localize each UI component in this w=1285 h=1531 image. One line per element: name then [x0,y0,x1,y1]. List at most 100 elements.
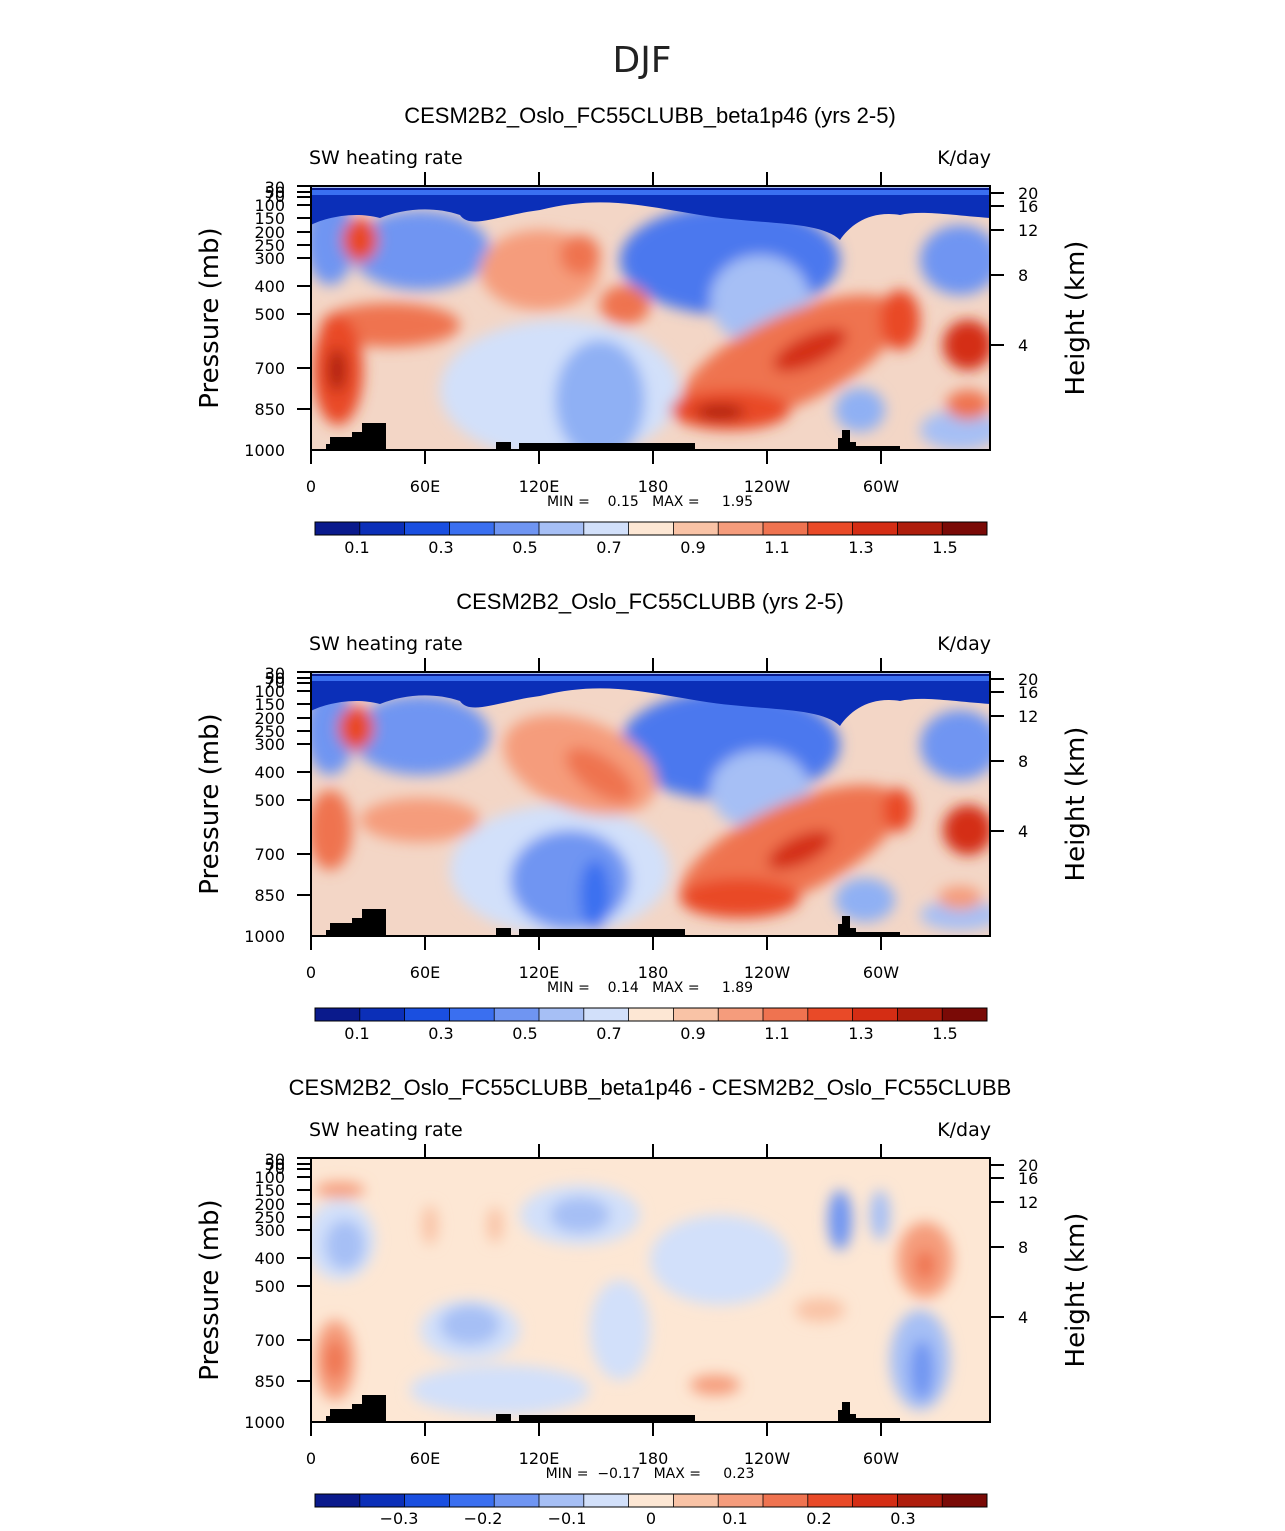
panel-3-frame [310,1157,991,1423]
panel-3-colorbar-swatch [852,1494,898,1507]
panel-2-colorbar-labels: 0.1 0.3 0.5 0.7 0.9 1.1 1.3 1.5 [344,1024,957,1043]
panel-3-colorbar-swatch [494,1494,540,1507]
panel-2-ytick-850: 850 [254,886,285,905]
panel-2-colorbar-swatch [449,1008,495,1021]
panel-3-xtick-marks [310,1144,882,1436]
panel-3-variable-label: SW heating rate [309,1119,463,1141]
panel-2: CESM2B2_Oslo_FC55CLUBB (yrs 2-5) SW heat… [195,589,1091,1043]
panel-1-ytick-850: 850 [254,400,285,419]
panel-2-title: CESM2B2_Oslo_FC55CLUBB (yrs 2-5) [456,589,844,614]
panel-1-ytick-marks [297,185,1004,410]
panel-2-cb-label-8: 1.5 [932,1024,957,1043]
panel-3-rtick-16: 16 [1018,1169,1038,1188]
panel-1-xtick-60w: 60W [863,477,899,496]
panel-3-yaxis-left: 30 50 70 100 150 200 250 300 400 500 700… [244,1150,285,1432]
panel-1: CESM2B2_Oslo_FC55CLUBB_beta1p46 (yrs 2-5… [195,103,1091,557]
panel-1-colorbar-swatch [449,522,495,535]
panel-1-colorbar-swatch [763,522,809,535]
panel-2-colorbar [314,1007,988,1022]
panel-1-ytick-400: 400 [254,277,285,296]
panel-1-ytick-500: 500 [254,305,285,324]
panel-1-colorbar-swatch [718,522,764,535]
panel-2-ytick-200: 200 [254,709,285,728]
panel-2-colorbar-swatch [763,1008,809,1021]
panel-2-frame [310,671,991,937]
panel-1-ytick-70: 70 [265,187,285,206]
panel-1-cb-label-3: 0.5 [512,538,537,557]
panel-3-colorbar-border [314,1493,988,1508]
panel-3-colorbar-swatch [539,1494,585,1507]
panel-3-xtick-180: 180 [638,1449,669,1468]
panel-3-colorbar-swatch [673,1494,719,1507]
panel-2-xtick-marks [310,658,882,950]
panel-3-cb-label-5: 0.1 [722,1509,747,1528]
panel-2-cb-label-4: 0.7 [596,1024,621,1043]
panel-1-ytick-50: 50 [265,183,285,202]
panel-1-colorbar-swatch [628,522,674,535]
panel-1-colorbar-swatch [404,522,450,535]
panel-1-colorbar-swatch [852,522,898,535]
panel-2-rtick-20: 20 [1018,670,1038,689]
panel-2-ytick-150: 150 [254,695,285,714]
panel-2-units-label: K/day [937,633,991,655]
panel-2-cb-label-7: 1.3 [848,1024,873,1043]
panel-1-ytick-300: 300 [254,249,285,268]
panel-1-colorbar-swatch [315,522,361,535]
panel-3-cb-label-7: 0.3 [890,1509,915,1528]
panel-2-colorbar-swatch [718,1008,764,1021]
panel-1-xaxis: 0 60E 120E 180 120W 60W [306,477,899,496]
panel-3-xtick-120e: 120E [519,1449,560,1468]
panel-3-colorbar-swatch [628,1494,674,1507]
panel-3-colorbar-labels: −0.3 −0.2 −0.1 0 0.1 0.2 0.3 [380,1509,916,1528]
panel-2-yaxis-right: 20 16 12 8 4 [1018,670,1038,841]
panel-1-variable-label: SW heating rate [309,147,463,169]
panel-1-ytick-250: 250 [254,236,285,255]
panel-1-xtick-60e: 60E [410,477,440,496]
panel-1-title: CESM2B2_Oslo_FC55CLUBB_beta1p46 (yrs 2-5… [404,103,896,128]
panel-3-topography [326,1395,900,1422]
panel-2-contour-field [311,672,990,936]
panel-1-ylabel-right: Height (km) [1061,241,1091,396]
panel-3-colorbar [314,1493,988,1508]
panel-3-colorbar-swatch [807,1494,853,1507]
panel-2-ylabel: Pressure (mb) [195,713,225,894]
panel-1-cb-label-1: 0.1 [344,538,369,557]
panel-1-xtick-0: 0 [306,477,316,496]
panel-1-xtick-120e: 120E [519,477,560,496]
panel-3-colorbar-swatch [315,1494,361,1507]
panel-2-xtick-120w: 120W [744,963,791,982]
panel-1-colorbar [314,521,988,536]
panel-1-cb-label-6: 1.1 [764,538,789,557]
panel-1-rtick-4: 4 [1018,336,1028,355]
panel-1-rtick-12: 12 [1018,221,1038,240]
panel-3-contour-field [311,1158,990,1422]
panel-1-colorbar-swatch [359,522,405,535]
panel-3-units-label: K/day [937,1119,991,1141]
panel-1-colorbar-swatch [807,522,853,535]
panel-2-colorbar-border [314,1007,988,1022]
panel-2-ytick-1000: 1000 [244,927,285,946]
panel-3-colorbar-swatch [583,1494,629,1507]
panel-2-colorbar-swatch [315,1008,361,1021]
panel-2-yaxis-left: 30 50 70 100 150 200 250 300 400 500 700… [244,664,285,946]
panel-3-xtick-60w: 60W [863,1449,899,1468]
panel-2-ytick-marks [297,671,1004,896]
panel-2-colorbar-swatch [852,1008,898,1021]
panel-1-units-label: K/day [937,147,991,169]
panel-1-colorbar-labels: 0.1 0.3 0.5 0.7 0.9 1.1 1.3 1.5 [344,538,957,557]
panel-2-colorbar-swatch [494,1008,540,1021]
panel-1-ytick-200: 200 [254,223,285,242]
panel-1-colorbar-swatch [583,522,629,535]
panel-3-colorbar-swatch [718,1494,764,1507]
panel-3-cb-label-3: −0.1 [548,1509,587,1528]
panel-1-xtick-180: 180 [638,477,669,496]
panel-3-colorbar-swatch [404,1494,450,1507]
panel-1-ytick-100: 100 [254,196,285,215]
panel-1-cb-label-8: 1.5 [932,538,957,557]
panel-1-yaxis-right: 20 16 12 8 4 [1018,184,1038,355]
panel-3-ytick-1000: 1000 [244,1413,285,1432]
panel-3-xtick-120w: 120W [744,1449,791,1468]
panel-2-cb-label-1: 0.1 [344,1024,369,1043]
panel-3-ylabel-right: Height (km) [1061,1213,1091,1368]
panel-1-cb-label-2: 0.3 [428,538,453,557]
